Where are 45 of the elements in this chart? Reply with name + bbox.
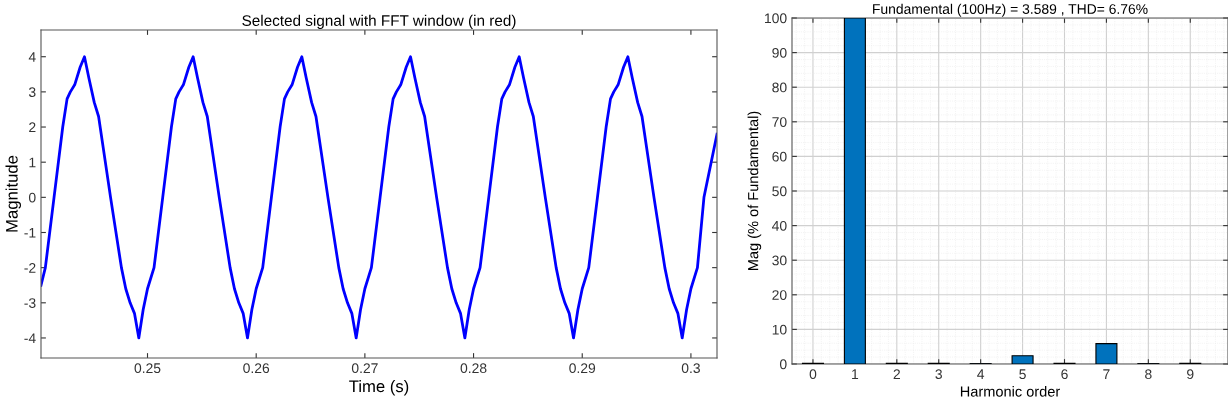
y-tick-label: -4 [24,333,36,343]
y-tick-label: 20 [772,290,787,300]
y-tick-label: 3 [28,87,36,98]
x-axis-title: Time (s) [349,379,409,396]
x-tick-label: 0 [809,369,817,380]
y-tick-label: 10 [772,324,787,335]
y-tick-label: 100 [765,13,787,24]
bar [843,18,866,364]
x-tick-label: 0.3 [681,363,700,374]
chart-title: Selected signal with FFT window (in red) [242,14,516,29]
x-tick-label: 3 [935,369,942,380]
x-tick-label: 0.29 [569,363,596,374]
line-series [41,55,717,340]
y-tick-label: 80 [772,82,787,93]
y-tick-label: 70 [772,117,787,127]
x-tick-label: 0.28 [460,363,487,374]
bar [1095,343,1118,364]
bar [1011,355,1034,364]
y-tick-label: 90 [772,47,787,58]
x-tick-label: 0.25 [134,363,161,374]
x-axis-title: Harmonic order [960,385,1061,397]
y-tick-label: 4 [28,52,36,62]
y-axis-title: Magnitude [5,155,22,232]
x-tick-label: 8 [1145,369,1152,380]
y-tick-label: -2 [24,262,36,273]
y-tick-label: 0 [28,192,36,203]
x-tick-label: 1 [852,369,859,379]
y-tick-label: -1 [24,227,36,238]
x-tick-label: 0.27 [351,363,378,374]
y-tick-label: 2 [29,122,36,133]
y-tick-label: 60 [772,151,787,162]
x-tick-label: 9 [1187,369,1194,380]
x-tick-label: 0.26 [243,363,270,374]
x-tick-label: 7 [1103,369,1110,379]
x-tick-label: 2 [893,369,900,379]
y-tick-label: 1 [29,157,36,168]
y-tick-label: 40 [772,220,787,231]
chart-title: Fundamental (100Hz) = 3.589 , THD= 6.76% [873,3,1148,17]
x-tick-label: 6 [1061,369,1068,380]
y-axis-title: Mag (% of Fundamental) [747,111,762,271]
y-tick-label: -3 [24,298,36,308]
x-tick-label: 4 [977,369,985,379]
y-tick-label: 30 [772,255,787,266]
y-tick-label: 50 [772,186,787,197]
x-tick-label: 5 [1019,369,1026,380]
